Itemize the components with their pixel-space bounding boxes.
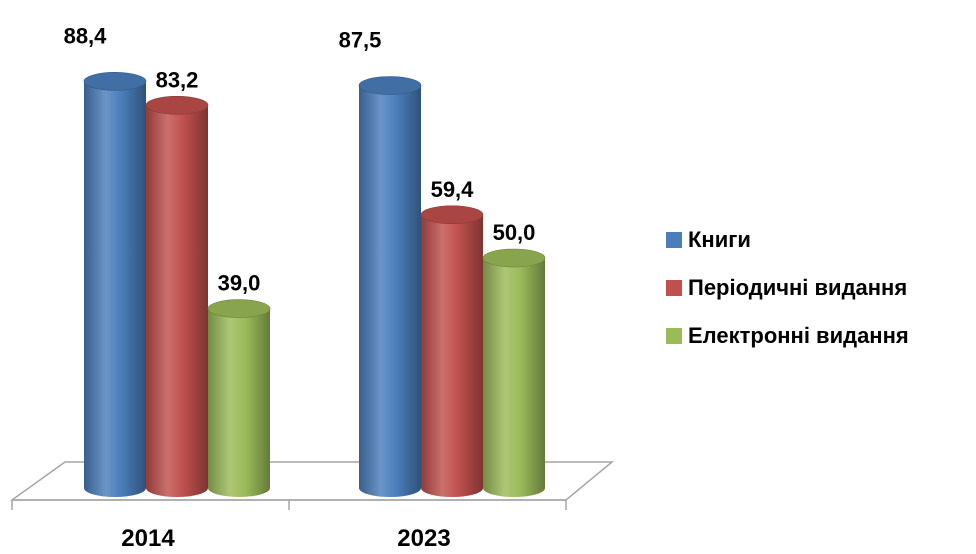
bar-body <box>359 85 421 497</box>
bar-periodicals-2023 <box>420 205 484 497</box>
bar-periodicals-2014 <box>145 95 209 497</box>
legend-label-electronic: Електронні видання <box>688 323 909 348</box>
legend-item-periodicals: Періодичні видання <box>666 272 909 304</box>
x-tick-label-2023: 2023 <box>397 525 450 552</box>
bar-body <box>421 214 483 497</box>
bar-top <box>83 72 147 91</box>
legend-label-periodicals: Періодичні видання <box>688 275 908 300</box>
legend: Книги Періодичні видання Електронні вида… <box>666 224 909 368</box>
bar-top <box>358 76 422 95</box>
legend-label-books: Книги <box>688 227 751 252</box>
bar-body <box>483 258 545 497</box>
bar-electronic-2014 <box>207 299 271 497</box>
bar-top <box>145 95 209 115</box>
legend-swatch-electronic <box>666 328 682 344</box>
bar-top <box>420 205 484 225</box>
data-label-periodicals-2014: 83,2 <box>156 67 199 92</box>
bar-books-2014 <box>83 72 147 498</box>
bar-top <box>207 299 271 318</box>
data-label-books-2014: 88,4 <box>64 23 108 48</box>
data-label-electronic-2023: 50,0 <box>493 220 536 245</box>
x-tick-label-2014: 2014 <box>121 525 175 552</box>
data-label-electronic-2014: 39,0 <box>218 271 261 296</box>
bar-body <box>208 308 270 497</box>
bar-body <box>84 81 146 498</box>
bar-top <box>482 248 546 268</box>
bar-body <box>146 105 208 497</box>
data-label-books-2023: 87,5 <box>339 28 382 53</box>
legend-item-books: Книги <box>666 224 909 256</box>
bar-books-2023 <box>358 76 422 497</box>
legend-item-electronic: Електронні видання <box>666 320 909 352</box>
legend-swatch-periodicals <box>666 280 682 296</box>
data-label-periodicals-2023: 59,4 <box>431 177 475 202</box>
bar-electronic-2023 <box>482 248 546 497</box>
legend-swatch-books <box>666 232 682 248</box>
